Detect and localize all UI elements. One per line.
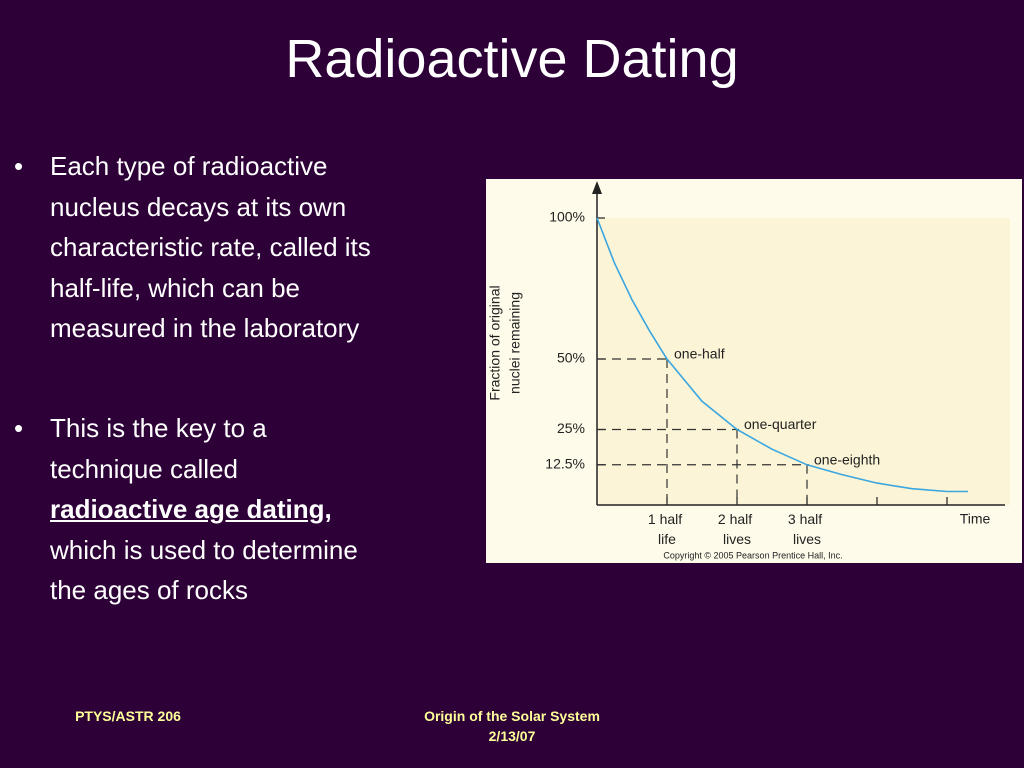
y-tick-label: 50% [557, 350, 585, 366]
x-tick-label-line: life [658, 531, 676, 547]
bullet-line: the ages of rocks [50, 575, 248, 605]
footer-line: Origin of the Solar System [424, 708, 600, 724]
x-tick-label-line: lives [723, 531, 751, 547]
annotation: one-eighth [814, 451, 880, 467]
bullet-dot: • [14, 151, 24, 181]
decay-curve [596, 217, 968, 493]
bullet-line: which is used to determine [50, 534, 358, 565]
bullet-line: measured in the laboratory [50, 313, 360, 343]
x-tick-label-line: 2 half [718, 511, 756, 527]
y-tick-label: 12.5% [545, 455, 585, 471]
y-axis-title: nuclei remaining [507, 292, 523, 394]
bullet-line: half-life, which can be [50, 272, 301, 303]
y-axis-title: Fraction of original [487, 285, 503, 400]
y-tick-label: 100% [549, 209, 585, 225]
footer-left: PTYS/ASTR 206 [75, 708, 181, 724]
bullet-line: characteristic rate, called its [50, 232, 371, 262]
bullet: • Each type of radioactive nucleus decays … [14, 146, 371, 349]
x-tick-label: 2 half lives [718, 511, 756, 547]
y-axis-arrow [592, 181, 602, 194]
slide-title: Radioactive Dating [285, 29, 739, 89]
y-tick-label: 25% [557, 420, 585, 436]
plot-area [597, 218, 1010, 505]
x-tick-label: 3 half lives [788, 511, 826, 547]
x-tick-label-line: 1 half [648, 511, 686, 527]
x-tick-label-line: 3 half [788, 511, 826, 527]
footer-center: Origin of the Solar System 2/13/07 [362, 706, 662, 746]
footer-line: 2/13/07 [488, 728, 536, 744]
bullet-line: technique called [50, 453, 238, 484]
bullet-emphasis: radioactive age dating, [50, 494, 332, 524]
annotation: one-half [674, 346, 725, 362]
x-tick-label: 1 half life [648, 511, 686, 547]
x-axis-title: Time [960, 511, 991, 527]
annotation: one-quarter [744, 416, 817, 432]
bullet-line: Each type of radioactive [50, 151, 328, 181]
copyright: Copyright © 2005 Pearson Prentice Hall, … [663, 550, 842, 560]
bullet-line: This is the key to a [50, 413, 267, 443]
bullet-dot: • [14, 413, 24, 443]
bullet-line: nucleus decays at its own [50, 191, 347, 222]
bullet: • This is the key to a technique called rad… [14, 408, 358, 611]
x-tick-label-line: lives [793, 531, 821, 547]
